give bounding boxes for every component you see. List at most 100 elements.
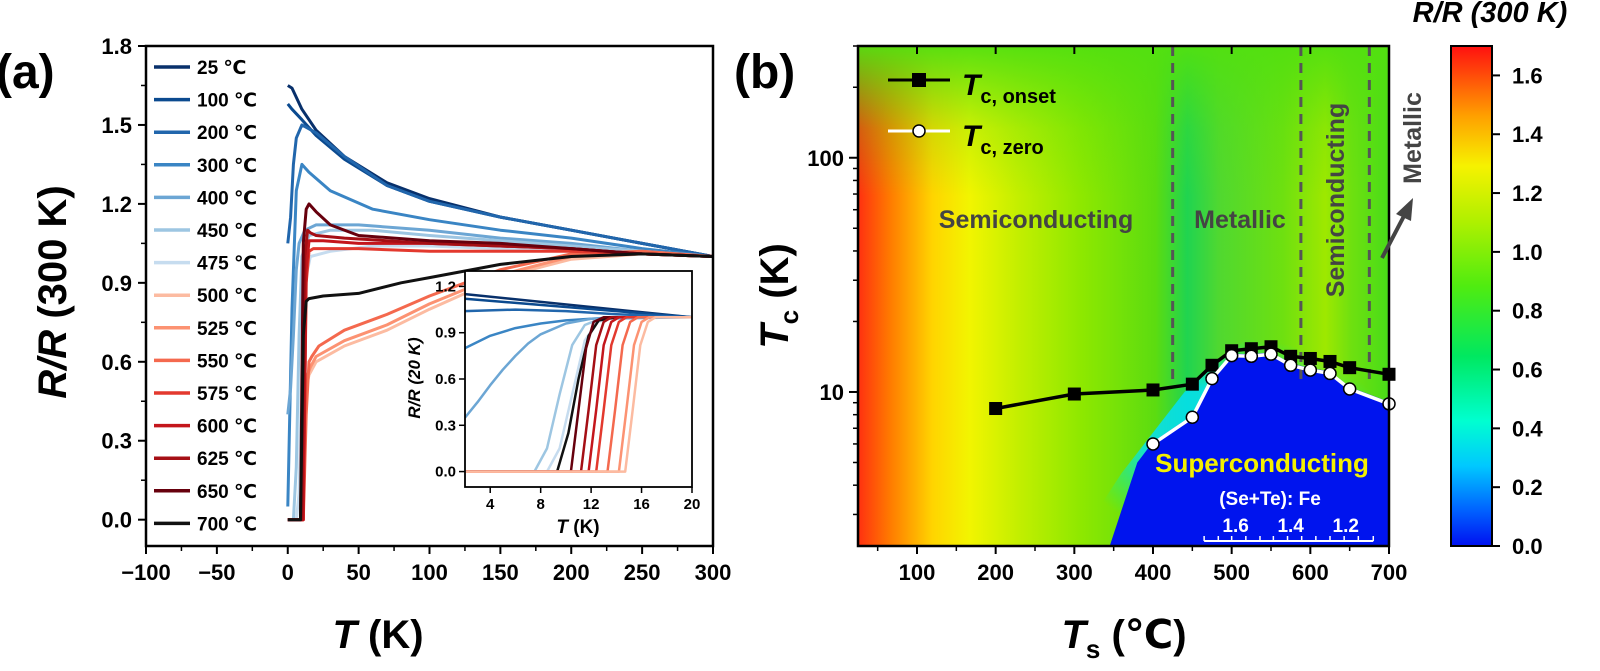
legend-label-475: 475 ℃	[197, 254, 257, 275]
inset-ylabel: R/R (20 K)	[405, 337, 424, 419]
panel-b-axes: 100 200 300 400 500 600 700 10 100	[807, 45, 1408, 585]
x-tick-label: 250	[624, 560, 661, 585]
legend-label-600: 600 ℃	[197, 417, 257, 438]
x-tick-label: 200	[977, 560, 1014, 585]
legend-label-zero: Tc, zero	[962, 120, 1044, 159]
inset-axes: 4 8 12 16 20 0.0 0.3 0.6 0.9 1.2	[435, 278, 700, 513]
panel-b-label: (b)	[734, 46, 795, 99]
inset-xlabel-unit: (K)	[568, 517, 600, 538]
legend-zero-sub: c, zero	[980, 137, 1043, 159]
panel-a-xlabel-symbol: T	[332, 613, 360, 657]
point-onset	[1205, 358, 1219, 372]
point-zero	[1342, 382, 1357, 396]
legend-label-575: 575 ℃	[197, 384, 257, 405]
inset-x-tick-label: 16	[633, 496, 650, 513]
legend-label-500: 500 ℃	[197, 286, 257, 307]
inset-y-tick-label: 0.3	[435, 417, 456, 434]
x-tick-label: 300	[1056, 560, 1093, 585]
point-onset	[1303, 351, 1317, 365]
x-tick-label: 0	[282, 560, 294, 585]
point-onset	[1185, 377, 1199, 391]
legend-onset-sub: c, onset	[980, 86, 1056, 108]
legend-label-400: 400 ℃	[197, 188, 257, 209]
legend-label-onset: Tc, onset	[962, 69, 1056, 108]
heatmap-top-shade	[858, 46, 1389, 196]
panel-b: (b) 100 200 300 400 500 600 700 10 100 Semicondu…	[734, 0, 1567, 664]
inset-y-tick-label: 0.0	[435, 464, 456, 481]
inset-y-tick-label: 0.6	[435, 371, 456, 388]
legend-label-300: 300 ℃	[197, 156, 257, 177]
y-tick-label: 0.9	[101, 271, 132, 296]
region-boundaries	[1171, 46, 1371, 383]
panel-b-xlabel-unit: (℃)	[1100, 613, 1186, 657]
legend-label-550: 550 ℃	[197, 351, 257, 372]
point-onset	[1067, 387, 1081, 401]
x-tick-label: −100	[121, 560, 171, 585]
point-onset	[1323, 354, 1337, 368]
point-zero	[1146, 437, 1160, 451]
y-tick-label: 100	[807, 146, 844, 171]
y-tick-label: 0.3	[101, 429, 132, 454]
point-zero	[1264, 347, 1278, 361]
colorbar-tick-label: 0.0	[1512, 534, 1543, 559]
inset-y-tick-label: 1.2	[435, 278, 456, 295]
inset-x-tick-label: 20	[684, 496, 701, 513]
point-zero	[1323, 366, 1337, 381]
region-label-metallic-edge: Metallic	[1399, 92, 1427, 184]
panel-a-series	[286, 84, 713, 522]
colorbar: 0.0 0.2 0.4 0.6 0.8 1.0 1.2 1.4 1.6 R/R (300 K)	[1413, 0, 1568, 559]
legend-label-625: 625 ℃	[197, 449, 257, 470]
legend-zero-symbol: T	[962, 120, 983, 153]
inset-x-tick-label: 8	[536, 496, 544, 513]
x-tick-label: 500	[1213, 560, 1250, 585]
colorbar-title: R/R (300 K)	[1413, 0, 1568, 29]
colorbar-tick-label: 0.2	[1512, 475, 1543, 500]
point-onset	[1343, 361, 1357, 375]
series-line-300	[286, 162, 713, 507]
panel-a-ylabel-unit: (300 K)	[31, 185, 75, 330]
panel-b-ylabel: Tc (K)	[753, 243, 804, 349]
legend-label-100: 100 ℃	[197, 91, 257, 112]
inset-y-tick-label: 0.9	[435, 325, 456, 342]
point-zero	[1205, 371, 1219, 386]
series-line-400	[286, 223, 713, 415]
panel-a: (a) −100 −50 0 50 100 150 200 250 300 0.0 0.3 0.6 0.…	[0, 34, 731, 657]
legend-label-25: 25 ℃	[197, 58, 246, 79]
panel-a-label: (a)	[0, 46, 55, 99]
y-tick-label: 0.6	[101, 350, 132, 375]
inset-line-100	[465, 297, 692, 319]
point-zero	[1224, 348, 1239, 363]
inset-chart: 4 8 12 16 20 0.0 0.3 0.6 0.9 1.2 T (K) R/R (20 K)	[405, 270, 700, 538]
x-tick-label: 300	[695, 560, 732, 585]
legend-onset-symbol: T	[962, 69, 983, 102]
panel-b-ylabel-symbol: T	[753, 321, 797, 349]
superconducting-region	[1109, 352, 1389, 546]
y-tick-label: 1.8	[101, 34, 132, 59]
metallic-arrow-shaft	[1380, 215, 1406, 259]
colorbar-tick-label: 0.8	[1512, 299, 1543, 324]
inset-line-500	[465, 316, 692, 473]
region-label-metallic: Metallic	[1194, 206, 1286, 234]
composition-ratio-label: 1.6	[1222, 516, 1248, 537]
colorbar-tick-label: 1.6	[1512, 63, 1543, 88]
legend-marker-zero	[912, 124, 926, 138]
legend-marker-onset	[912, 73, 926, 87]
composition-scale: 1.6 1.4 1.2	[1203, 516, 1375, 542]
x-tick-label: 700	[1371, 560, 1408, 585]
x-tick-label: 100	[899, 560, 936, 585]
x-tick-label: 400	[1135, 560, 1172, 585]
colorbar-tick-label: 1.0	[1512, 240, 1543, 265]
colorbar-ticks: 0.0 0.2 0.4 0.6 0.8 1.0 1.2 1.4 1.6	[1492, 63, 1543, 559]
point-zero	[1283, 358, 1298, 373]
panel-a-ylabel: R/R (300 K)	[31, 185, 75, 398]
x-tick-label: 150	[482, 560, 519, 585]
series-line-550	[287, 249, 713, 522]
colorbar-tick-label: 1.4	[1512, 122, 1543, 147]
metallic-arrow-head	[1396, 198, 1413, 221]
legend-label-700: 700 ℃	[197, 514, 257, 535]
series-line-475	[287, 244, 713, 522]
region-label-superconducting: Superconducting	[1155, 448, 1369, 478]
x-tick-label: 50	[346, 560, 370, 585]
legend-label-525: 525 ℃	[197, 319, 257, 340]
